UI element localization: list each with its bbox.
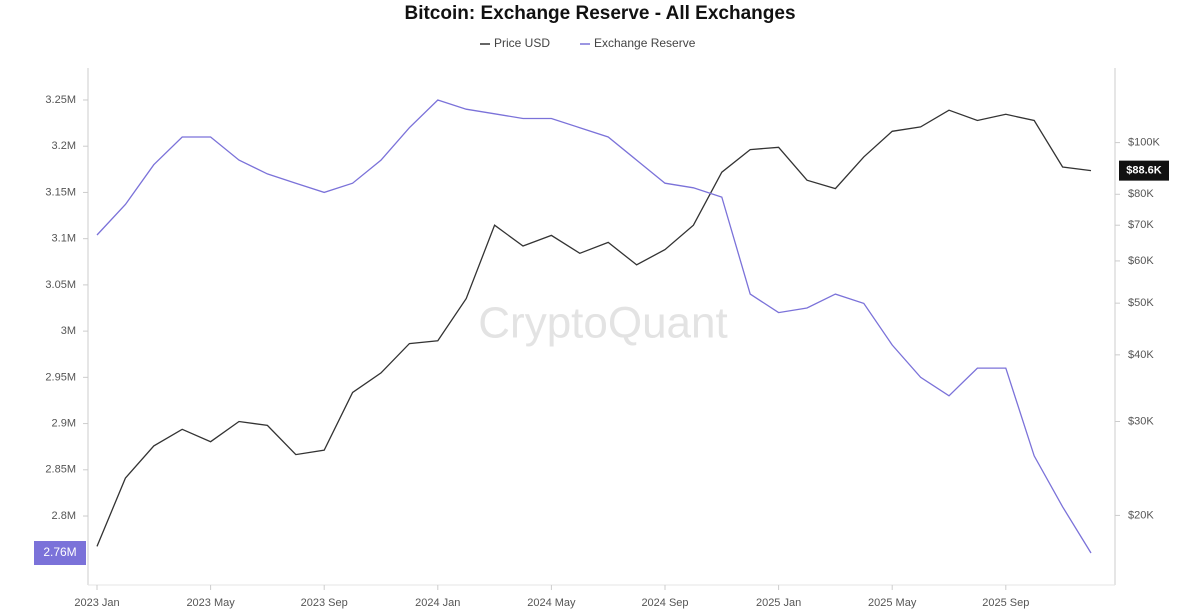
y2-tick-label: $20K [1128,509,1154,521]
y2-tick-label: $30K [1128,415,1154,427]
y2-tick-label: $70K [1128,219,1154,231]
y-tick-label: 2.8M [52,510,76,522]
legend-label: Exchange Reserve [594,36,696,50]
y-tick-label: 3.15M [45,186,76,198]
y2-tick-label: $40K [1128,349,1154,361]
y-tick-label: 3.25M [45,94,76,106]
series-line [96,99,1092,554]
watermark: CryptoQuant [478,299,727,348]
y2-tick-label: $50K [1128,297,1154,309]
x-tick-label: 2025 Jan [756,597,801,609]
x-tick-label: 2024 Jan [415,597,460,609]
chart-title: Bitcoin: Exchange Reserve - All Exchange… [404,3,795,24]
y-tick-label: 2.85M [45,464,76,476]
last-value-label: 2.76M [43,545,76,559]
y-tick-label: 3.2M [52,140,76,152]
y2-tick-label: $80K [1128,188,1154,200]
x-tick-label: 2023 Sep [301,597,348,609]
last-value-box [34,541,86,566]
x-tick-label: 2024 May [527,597,576,609]
x-tick-label: 2023 Jan [74,597,119,609]
series-line [96,109,1092,547]
last-value-label: $88.6K [1126,165,1162,177]
legend-label: Price USD [494,36,550,50]
y2-tick-label: $100K [1128,136,1160,148]
x-tick-label: 2024 Sep [641,597,688,609]
y-tick-label: 3.1M [52,233,76,245]
y2-tick-label: $60K [1128,255,1154,267]
x-tick-label: 2025 May [868,597,917,609]
y-tick-label: 2.9M [52,417,76,429]
x-tick-label: 2025 Sep [982,597,1029,609]
x-tick-label: 2023 May [186,597,235,609]
last-value-box [1119,160,1169,181]
y-tick-label: 3M [61,325,76,337]
y-tick-label: 3.05M [45,279,76,291]
y-tick-label: 2.95M [45,371,76,383]
